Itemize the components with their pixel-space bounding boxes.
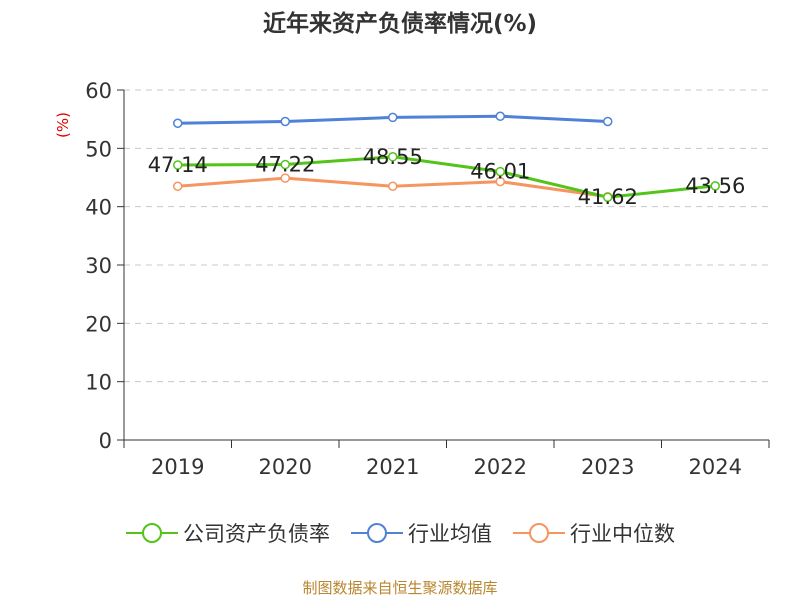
legend-label: 行业均值 xyxy=(408,522,492,546)
y-tick-label: 10 xyxy=(85,371,112,395)
y-tick-label: 60 xyxy=(85,79,112,103)
data-point xyxy=(173,160,183,170)
x-tick-label: 2021 xyxy=(366,455,419,479)
legend-label: 行业中位数 xyxy=(570,522,675,546)
legend-item[interactable]: 公司资产负债率 xyxy=(125,518,330,548)
legend-swatch-marker xyxy=(529,523,549,543)
y-tick-label: 20 xyxy=(85,312,112,336)
legend-swatch-marker xyxy=(142,523,162,543)
y-tick-label: 30 xyxy=(85,254,112,278)
x-tick-label: 2024 xyxy=(689,455,742,479)
series-line xyxy=(176,155,717,199)
legend-label: 公司资产负债率 xyxy=(183,522,330,546)
data-point xyxy=(603,192,613,202)
data-point xyxy=(388,112,398,123)
data-label: 43.56 xyxy=(685,174,745,198)
data-label: 41.62 xyxy=(578,185,638,209)
grid-lines xyxy=(124,89,769,383)
y-axis-label: (%) xyxy=(54,112,72,138)
axes: 0 10 20 30 40 50 60 (%) 2019 2020 2021 2022 2023 2024 xyxy=(54,79,770,479)
chart-title: 近年来资产负债率情况(%) xyxy=(262,11,538,37)
series-group xyxy=(173,111,720,202)
data-point xyxy=(495,166,505,177)
data-label: 46.01 xyxy=(470,160,530,184)
legend-item[interactable]: 行业均值 xyxy=(350,518,492,548)
x-tick-label: 2019 xyxy=(151,455,204,479)
data-point xyxy=(388,181,398,191)
x-tick-label: 2020 xyxy=(259,455,312,479)
source-note: 制图数据来自恒生聚源数据库 xyxy=(302,579,498,597)
data-point xyxy=(280,159,290,170)
data-point xyxy=(173,118,183,128)
legend-item[interactable]: 行业中位数 xyxy=(512,518,675,548)
data-point xyxy=(495,176,505,187)
data-point xyxy=(710,181,720,191)
y-tick-label: 40 xyxy=(85,196,112,220)
legend-swatch xyxy=(126,523,178,543)
legend-swatch-marker xyxy=(367,523,387,543)
data-point xyxy=(603,116,613,127)
data-point xyxy=(388,152,398,162)
legend: 公司资产负债率 行业均值 行业中位数 xyxy=(0,518,800,548)
data-labels: 47.14 47.22 48.55 46.01 41.62 43.56 xyxy=(148,145,746,209)
x-tick-label: 2023 xyxy=(581,455,634,479)
data-point xyxy=(280,173,290,183)
y-tick-label: 50 xyxy=(85,137,112,161)
data-label: 47.22 xyxy=(255,153,315,177)
data-point xyxy=(280,116,290,127)
x-tick-label: 2022 xyxy=(474,455,527,479)
data-label: 47.14 xyxy=(148,153,208,177)
data-point xyxy=(495,111,505,121)
y-tick-label: 0 xyxy=(99,429,112,453)
data-point xyxy=(173,181,183,191)
data-label: 48.55 xyxy=(363,145,423,169)
legend-swatch xyxy=(351,523,403,543)
legend-swatch xyxy=(513,523,565,543)
